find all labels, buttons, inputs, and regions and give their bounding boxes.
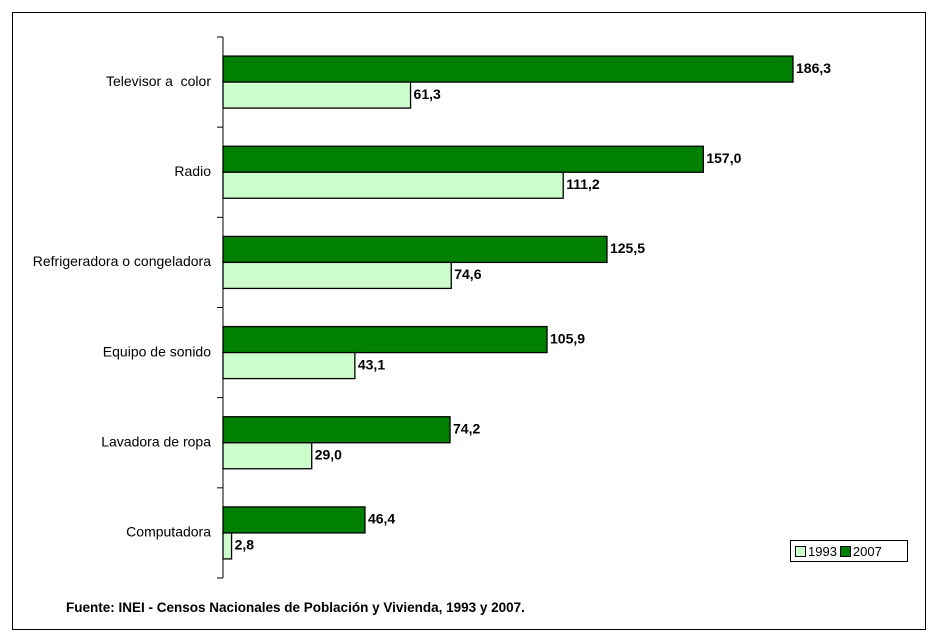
category-label: Computadora [126,524,211,540]
data-label-2007: 186,3 [796,60,831,76]
data-label-1993: 29,0 [315,446,342,462]
legend-swatch-1993 [795,545,806,557]
bar-1993 [222,81,412,109]
source-footnote: Fuente: INEI - Censos Nacionales de Pobl… [66,600,525,615]
category-label: Lavadora de ropa [101,433,211,449]
bar-2007 [222,416,451,444]
bar-2007 [222,506,366,534]
data-label-1993: 61,3 [414,86,441,102]
bar-2007 [222,235,608,264]
legend-swatch-2007 [839,545,851,557]
category-label: Televisor a color [106,73,211,89]
bar-2007 [222,145,705,173]
data-label-1993: 43,1 [358,356,385,372]
category-label: Refrigeradora o congeladora [33,253,211,269]
legend-label-2007: 2007 [852,543,882,559]
bar-1993 [222,532,233,560]
category-label: Radio [174,163,211,179]
bar-2007 [222,55,794,83]
bar-1993 [222,351,356,380]
data-label-2007: 125,5 [610,240,645,256]
bar-2007 [222,325,548,354]
data-label-2007: 46,4 [368,511,395,527]
bar-1993 [222,442,313,470]
data-label-2007: 157,0 [706,150,741,166]
data-label-1993: 111,2 [566,176,600,192]
category-label: Equipo de sonido [103,343,211,359]
legend-item-1993: 1993 [795,544,837,559]
bar-1993 [222,171,564,199]
data-label-1993: 2,8 [235,537,255,553]
legend-item-2007: 2007 [839,543,882,559]
data-label-1993: 74,6 [454,266,481,282]
chart-frame [12,12,926,630]
data-label-2007: 105,9 [550,330,585,346]
legend-label-1993: 1993 [808,543,837,559]
legend: 1993 2007 [790,540,908,562]
data-label-2007: 74,2 [453,420,480,436]
bar-1993 [222,261,452,290]
